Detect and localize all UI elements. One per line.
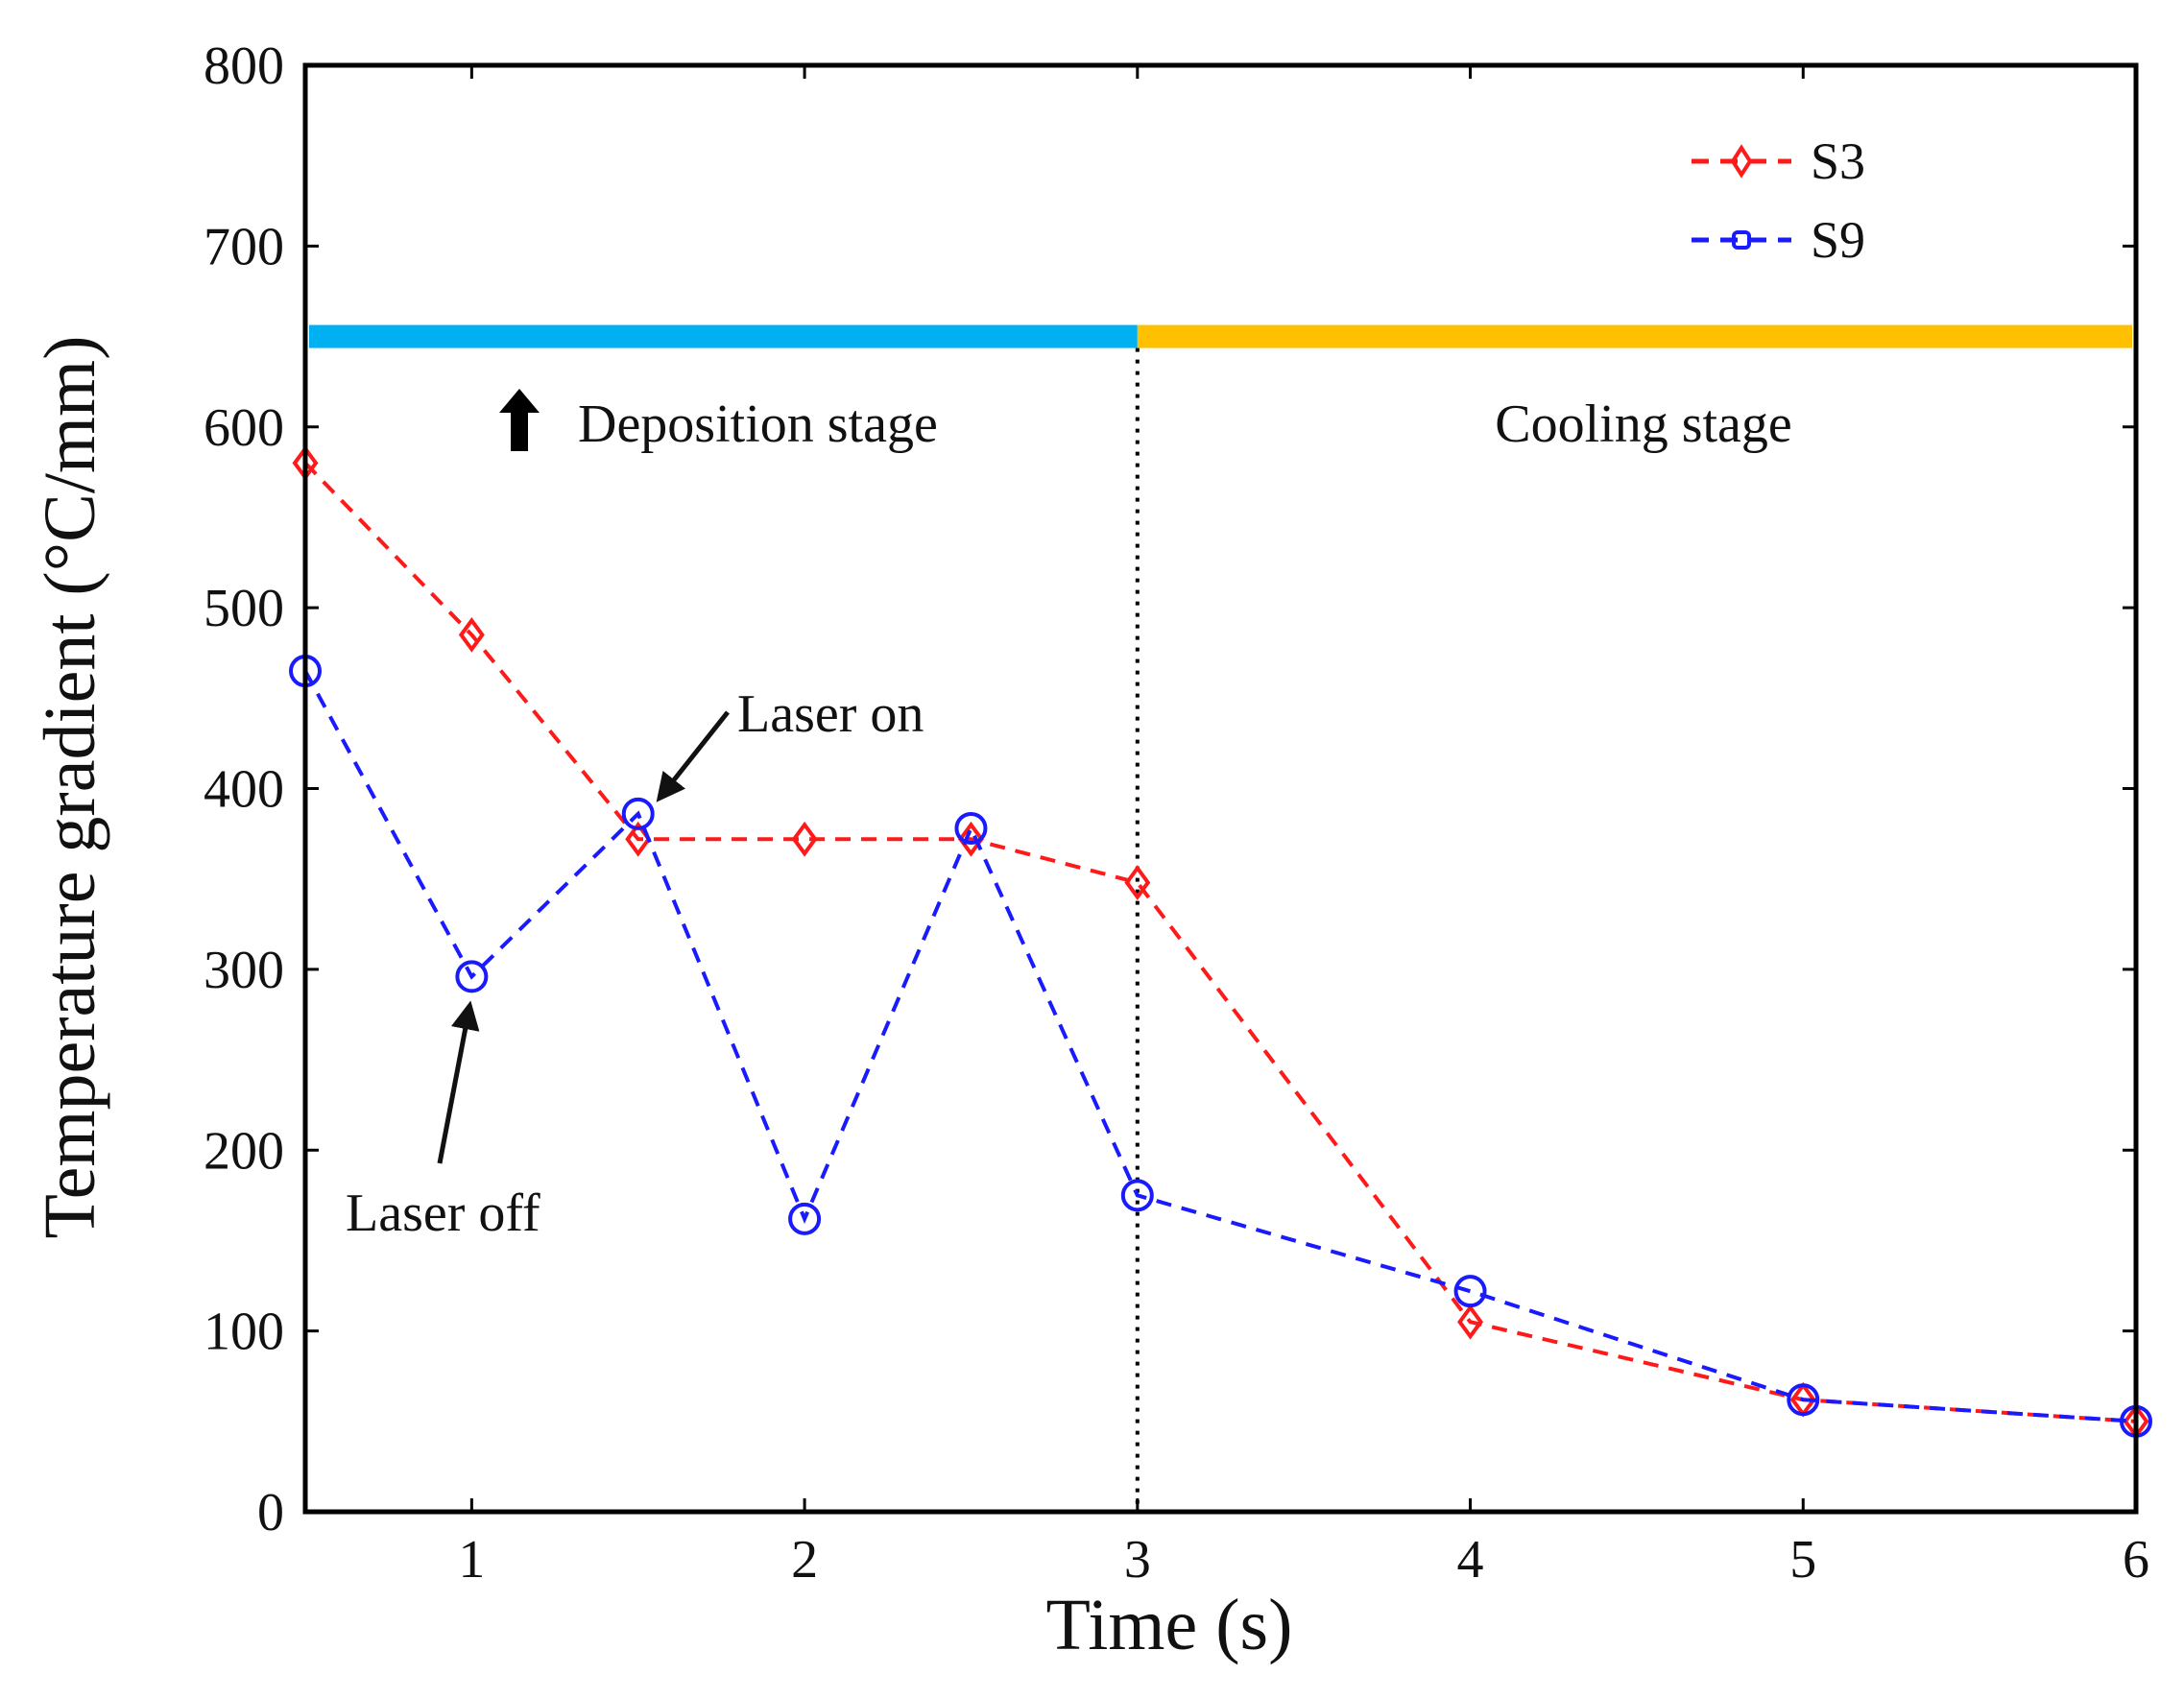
y-tick-label: 800 [204, 36, 284, 96]
legend-marker-s9 [1732, 230, 1751, 250]
y-tick-label: 700 [204, 217, 284, 276]
x-tick-label: 6 [2123, 1530, 2149, 1590]
data-point-s3 [1457, 1303, 1484, 1340]
y-axis-title: Temperature gradient (°C/mm) [30, 336, 110, 1239]
series-line-s3 [303, 462, 2137, 1423]
data-point-s3 [458, 616, 485, 653]
data-point-s9 [1453, 1275, 1487, 1308]
y-tick-label: 100 [204, 1303, 284, 1362]
laser-off-label: Laser off [346, 1184, 540, 1243]
series-line-s9 [303, 670, 2137, 1423]
x-tick-label: 4 [1457, 1530, 1484, 1590]
data-point-s9 [1787, 1383, 1820, 1417]
data-point-s9 [621, 797, 655, 830]
data-point-s9 [1120, 1179, 1154, 1212]
data-point-s9 [954, 811, 988, 845]
laser-on-arrow [656, 710, 730, 802]
legend-label-s3: S3 [1811, 132, 1865, 190]
x-axis-title: Time (s) [1046, 1585, 1293, 1665]
plot-frame [302, 62, 2139, 1515]
deposition-stage-bar [309, 324, 1138, 348]
laser-off-arrow [437, 1000, 480, 1164]
x-tick-label: 5 [1789, 1530, 1816, 1590]
legend-label-s9: S9 [1811, 211, 1865, 269]
x-tick-label: 1 [458, 1530, 485, 1590]
x-tick-label: 2 [791, 1530, 818, 1590]
data-point-s3 [791, 821, 818, 857]
cooling-stage-label: Cooling stage [1495, 395, 1792, 454]
y-tick-label: 0 [257, 1483, 284, 1543]
y-tick-label: 500 [204, 579, 284, 638]
y-tick-label: 600 [204, 398, 284, 458]
deposition-stage-label: Deposition stage [578, 395, 938, 454]
x-tick-label: 3 [1124, 1530, 1151, 1590]
up-arrow-icon [499, 389, 540, 451]
cooling-stage-bar [1137, 324, 2132, 348]
y-tick-label: 200 [204, 1121, 284, 1181]
data-point-s3 [1124, 865, 1151, 900]
y-tick-label: 300 [204, 941, 284, 1000]
laser-on-label: Laser on [737, 684, 924, 744]
data-point-s9 [455, 960, 489, 993]
data-point-s3 [957, 821, 984, 857]
legend-marker-s3 [1730, 144, 1753, 179]
legend: S3 S9 [1692, 132, 1865, 269]
y-tick-label: 400 [204, 760, 284, 820]
data-point-s9 [788, 1202, 822, 1235]
